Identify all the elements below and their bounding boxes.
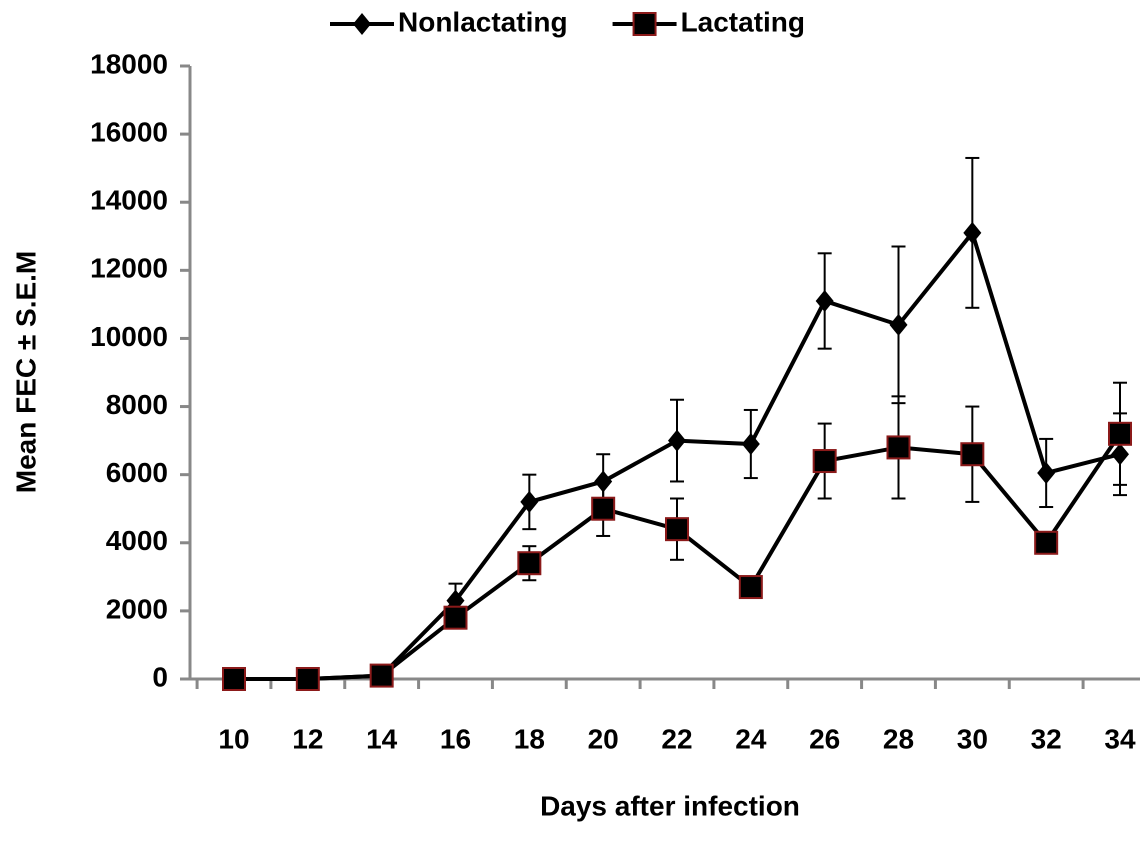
data-point — [517, 551, 542, 576]
data-point — [1108, 421, 1132, 446]
data-point — [443, 605, 468, 630]
data-point — [222, 667, 246, 691]
x-tick-label: 32 — [1031, 723, 1062, 754]
data-point — [1037, 461, 1056, 484]
x-tick-label: 10 — [218, 723, 249, 754]
x-tick-label: 12 — [292, 723, 323, 754]
y-axis-title: Mean FEC ± S.E.M — [10, 251, 41, 494]
legend-label: Lactating — [681, 6, 805, 37]
x-tick-label: 26 — [809, 723, 840, 754]
x-tick-label: 22 — [661, 723, 692, 754]
y-tick-label: 6000 — [106, 457, 168, 488]
data-point — [738, 575, 763, 600]
data-point — [1034, 530, 1059, 555]
y-tick-label: 16000 — [90, 117, 168, 148]
data-point — [960, 442, 985, 467]
data-point — [1111, 443, 1129, 466]
data-point — [668, 429, 686, 452]
x-tick-label: 18 — [514, 723, 545, 754]
y-tick-label: 2000 — [106, 593, 168, 624]
y-tick-label: 4000 — [106, 525, 168, 556]
y-tick-label: 12000 — [90, 253, 168, 284]
x-tick-label: 16 — [440, 723, 471, 754]
data-point — [741, 433, 760, 456]
data-point — [815, 289, 834, 312]
data-point — [812, 449, 837, 474]
legend-marker — [353, 13, 371, 35]
x-axis-title: Days after infection — [540, 790, 800, 821]
x-tick-label: 30 — [957, 723, 988, 754]
y-tick-label: 0 — [152, 661, 168, 692]
data-point — [963, 221, 982, 244]
x-tick-label: 24 — [735, 723, 767, 754]
y-tick-label: 14000 — [90, 185, 168, 216]
legend-marker — [632, 12, 657, 36]
data-point — [886, 435, 911, 460]
data-point — [369, 663, 394, 688]
x-tick-label: 28 — [883, 723, 914, 754]
data-point — [594, 470, 613, 493]
data-point — [889, 313, 908, 336]
x-tick-label: 34 — [1104, 723, 1136, 754]
data-point — [520, 490, 539, 513]
data-point — [591, 496, 616, 521]
legend-label: Nonlactating — [398, 6, 568, 37]
y-tick-label: 18000 — [90, 48, 168, 79]
data-point — [665, 517, 689, 542]
x-tick-label: 20 — [588, 723, 619, 754]
x-tick-label: 14 — [366, 723, 398, 754]
y-tick-label: 10000 — [90, 321, 168, 352]
data-point — [295, 667, 320, 691]
y-tick-label: 8000 — [106, 389, 168, 420]
